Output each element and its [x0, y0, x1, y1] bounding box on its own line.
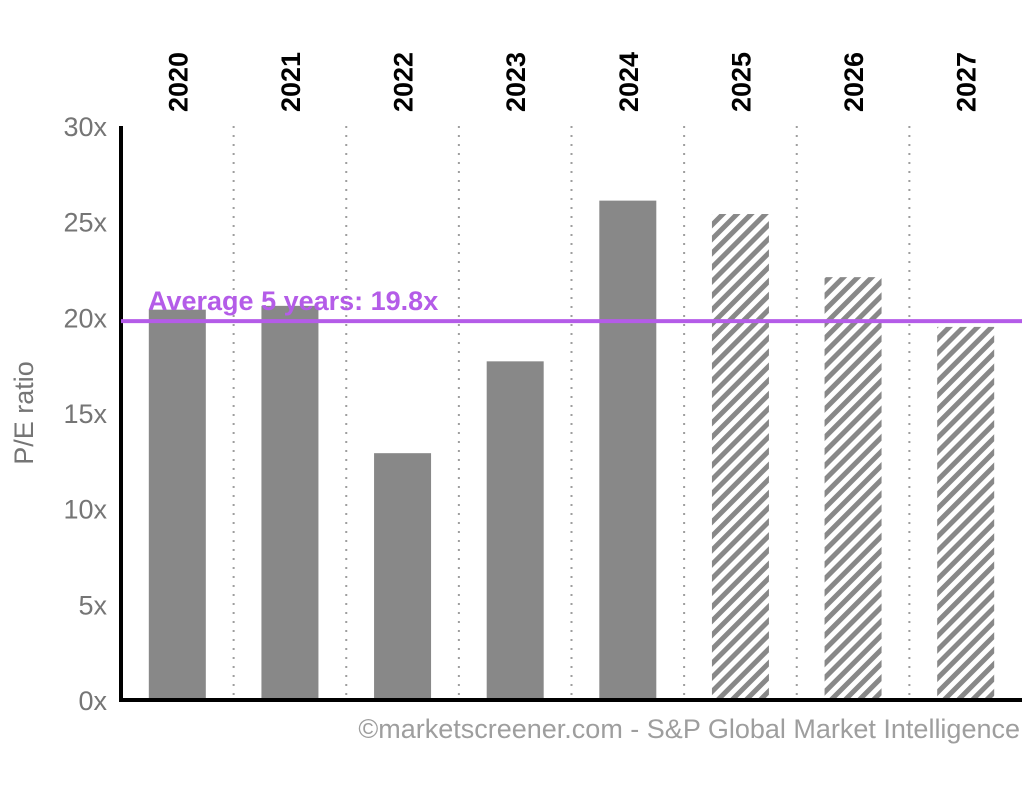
vertical-grid-lines: [232, 126, 911, 700]
average-line-group: Average 5 years: 19.8x: [121, 286, 1022, 324]
y-tick-labels: 0x 5x 10x 15x 20x 25x 30x: [63, 112, 107, 716]
bar-2020: [148, 309, 206, 700]
x-tick-label: 2021: [276, 52, 306, 112]
y-tick-label: 25x: [63, 208, 107, 238]
x-tick-label: 2022: [389, 52, 419, 112]
y-axis-label: P/E ratio: [9, 361, 39, 465]
x-tick-label: 2023: [501, 52, 531, 112]
x-tick-label: 2026: [839, 52, 869, 112]
y-tick-label: 0x: [78, 686, 107, 716]
x-tick-label: 2024: [614, 52, 644, 112]
x-tick-label: 2020: [163, 52, 193, 112]
y-tick-label: 10x: [63, 495, 107, 525]
bar-2027: [937, 326, 995, 700]
bar-2021: [261, 305, 319, 700]
bar-2025: [711, 214, 769, 700]
bar-2023: [486, 361, 544, 700]
y-tick-label: 30x: [63, 112, 107, 142]
average-label: Average 5 years: 19.8x: [148, 286, 438, 316]
x-tick-label: 2025: [726, 52, 756, 112]
bars: [148, 200, 995, 700]
y-tick-label: 20x: [63, 303, 107, 333]
credit-text: ©marketscreener.com - S&P Global Market …: [358, 714, 1020, 744]
y-tick-label: 15x: [63, 399, 107, 429]
bar-2026: [824, 277, 882, 700]
bar-2024: [599, 200, 657, 700]
bar-2022: [374, 453, 432, 700]
x-tick-labels: 2020 2021 2022 2023 2024 2025 2026 2027: [163, 52, 981, 112]
y-tick-label: 5x: [78, 590, 107, 620]
axes: [119, 126, 1022, 702]
x-tick-label: 2027: [952, 52, 982, 112]
